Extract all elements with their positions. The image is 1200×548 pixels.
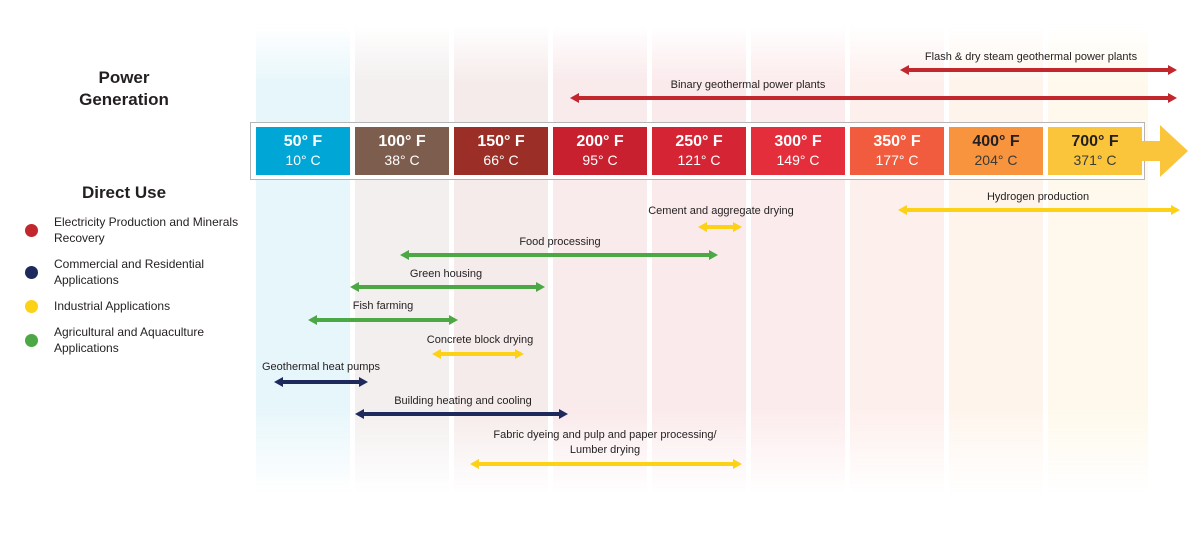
range-label-flash-dry-steam: Flash & dry steam geothermal power plant… <box>924 51 1138 63</box>
range-arrow <box>355 409 568 419</box>
temperature-band <box>850 25 944 495</box>
temp-celsius: 177° C <box>875 152 919 168</box>
temp-celsius: 149° C <box>776 152 820 168</box>
temp-box-50f: 50° F 10° C <box>256 127 350 175</box>
range-label-fabric-dyeing: Fabric dyeing and pulp and paper process… <box>493 429 717 456</box>
scale-arrow-icon <box>1138 125 1188 177</box>
range-label-hydrogen: Hydrogen production <box>986 191 1090 203</box>
range-arrow <box>432 349 524 359</box>
temp-celsius: 95° C <box>582 152 618 168</box>
range-label-binary-plants: Binary geothermal power plants <box>670 79 826 91</box>
range-arrow <box>570 93 1177 103</box>
temp-fahrenheit: 100° F <box>378 133 426 150</box>
temp-box-700f: 700° F 371° C <box>1048 127 1142 175</box>
range-arrow <box>900 65 1177 75</box>
range-arrow <box>308 315 458 325</box>
direct-use-title: Direct Use <box>81 183 167 202</box>
temp-fahrenheit: 300° F <box>774 133 822 150</box>
power-generation-title: Power Generation <box>79 68 169 109</box>
legend-dot-industrial <box>25 300 38 313</box>
temp-celsius: 371° C <box>1073 152 1117 168</box>
legend-label: Agricultural and Aquaculture Application… <box>54 325 205 355</box>
temp-fahrenheit: 50° F <box>283 133 323 150</box>
temperature-band <box>355 25 449 495</box>
temp-celsius: 204° C <box>974 152 1018 168</box>
legend-label: Industrial Applications <box>54 299 171 313</box>
temp-box-350f: 350° F 177° C <box>850 127 944 175</box>
range-arrow <box>350 282 545 292</box>
temp-box-300f: 300° F 149° C <box>751 127 845 175</box>
temp-celsius: 66° C <box>483 152 519 168</box>
temp-box-250f: 250° F 121° C <box>652 127 746 175</box>
temp-celsius: 121° C <box>677 152 721 168</box>
legend-label: Electricity Production and Minerals Reco… <box>54 215 239 245</box>
range-arrow <box>898 205 1180 215</box>
range-label-heat-pumps: Geothermal heat pumps <box>261 361 380 373</box>
legend-dot-commercial <box>25 266 38 279</box>
temp-box-100f: 100° F 38° C <box>355 127 449 175</box>
temperature-band <box>256 25 350 495</box>
range-arrow <box>698 222 742 232</box>
temperature-band <box>1048 25 1148 495</box>
temp-box-150f: 150° F 66° C <box>454 127 548 175</box>
temp-box-400f: 400° F 204° C <box>949 127 1043 175</box>
legend-label: Commercial and Residential Applications <box>54 257 205 287</box>
legend-dot-agricultural <box>25 334 38 347</box>
temp-fahrenheit: 700° F <box>1071 133 1119 150</box>
legend-dot-electricity <box>25 224 38 237</box>
temp-fahrenheit: 200° F <box>576 133 624 150</box>
range-label-building-heating: Building heating and cooling <box>394 395 532 407</box>
range-label-concrete-block: Concrete block drying <box>426 334 534 346</box>
temp-fahrenheit: 150° F <box>477 133 525 150</box>
temp-fahrenheit: 400° F <box>972 133 1020 150</box>
temp-celsius: 10° C <box>285 152 321 168</box>
range-label-fish-farming: Fish farming <box>352 300 414 312</box>
temp-fahrenheit: 350° F <box>873 133 921 150</box>
range-label-green-housing: Green housing <box>409 268 483 280</box>
range-label-cement-drying: Cement and aggregate drying <box>648 205 794 217</box>
range-label-food-processing: Food processing <box>519 236 601 248</box>
temperature-band <box>949 25 1043 495</box>
temperature-band <box>652 25 746 495</box>
range-arrow <box>400 250 718 260</box>
range-arrow <box>274 377 368 387</box>
temperature-band <box>553 25 647 495</box>
temp-celsius: 38° C <box>384 152 420 168</box>
temperature-band <box>454 25 548 495</box>
range-arrow <box>470 459 742 469</box>
temp-box-200f: 200° F 95° C <box>553 127 647 175</box>
temperature-band <box>751 25 845 495</box>
temp-fahrenheit: 250° F <box>675 133 723 150</box>
